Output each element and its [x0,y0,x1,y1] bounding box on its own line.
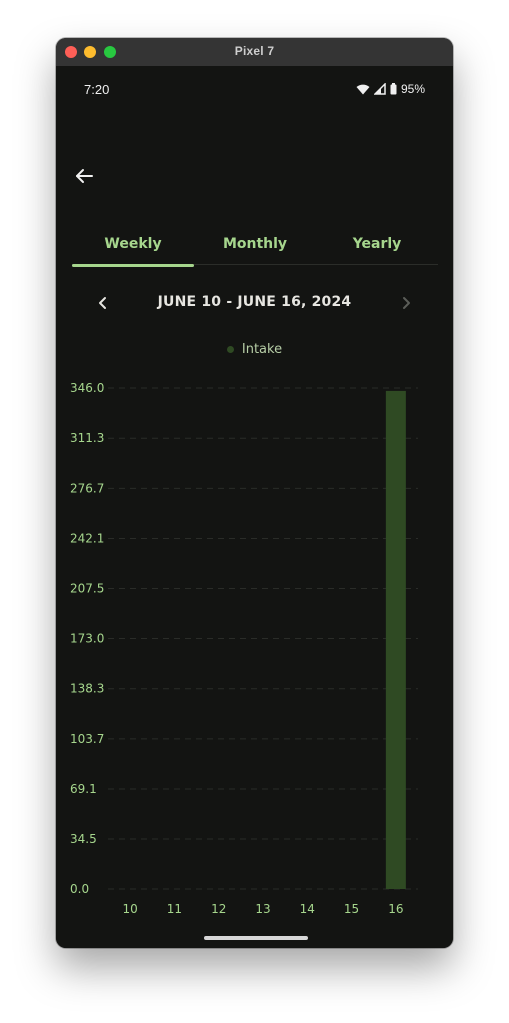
signal-icon [373,83,386,95]
phone-screen: 7:20 95% [56,66,453,948]
date-range-title: JUNE 10 - JUNE 16, 2024 [157,294,352,310]
y-tick-label: 346.0 [70,381,104,395]
back-button[interactable] [72,164,96,188]
x-tick-label: 14 [300,902,315,916]
status-time: 7:20 [84,82,110,97]
window-titlebar: Pixel 7 [56,38,453,67]
x-tick-label: 15 [344,902,359,916]
tab-monthly[interactable]: Monthly [222,236,288,252]
period-tabs: Weekly Monthly Yearly [72,232,438,267]
window-title: Pixel 7 [234,44,275,58]
x-tick-label: 11 [167,902,182,916]
x-tick-label: 16 [388,902,403,916]
wifi-icon [356,83,370,95]
tab-weekly[interactable]: Weekly [72,232,194,267]
close-window-button[interactable] [65,46,77,58]
y-tick-label: 311.3 [70,431,104,445]
tab-yearly[interactable]: Yearly [352,236,402,252]
y-tick-label: 207.5 [70,582,104,596]
y-tick-label: 173.0 [70,632,104,646]
zoom-window-button[interactable] [104,46,116,58]
legend-label: Intake [241,342,283,357]
intake-bar-chart: 0.0 34.5 69.1 103.7 138.3 173.0 207.5 242.1 276.… [56,372,453,932]
legend-marker [226,346,234,353]
chevron-left-icon [99,297,106,309]
chart-canvas: 0.0 34.5 69.1 103.7 138.3 173.0 207.5 242.1 276.… [70,381,418,916]
emulator-window: Pixel 7 7:20 95% [56,38,453,948]
y-tick-label: 138.3 [70,682,104,696]
y-tick-label: 276.7 [70,481,104,495]
chevron-right-icon [403,297,410,309]
bar [385,390,406,889]
status-icons: 95% [356,82,425,96]
chart-legend: Intake [56,342,453,357]
y-tick-label: 103.7 [70,732,104,746]
next-range-button[interactable] [397,294,415,312]
minimize-window-button[interactable] [84,46,96,58]
y-tick-label: 69.1 [70,782,97,796]
y-tick-label: 242.1 [70,531,104,545]
battery-icon [390,83,397,95]
home-indicator[interactable] [204,936,308,940]
y-tick-label: 0.0 [70,882,89,896]
x-tick-label: 13 [255,902,270,916]
arrow-left-icon [76,169,93,183]
x-tick-label: 10 [123,902,138,916]
date-range-navigator: JUNE 10 - JUNE 16, 2024 [56,294,453,314]
x-tick-label: 12 [211,902,226,916]
previous-range-button[interactable] [94,294,112,312]
y-tick-label: 34.5 [70,832,97,846]
battery-percentage: 95% [400,82,425,96]
